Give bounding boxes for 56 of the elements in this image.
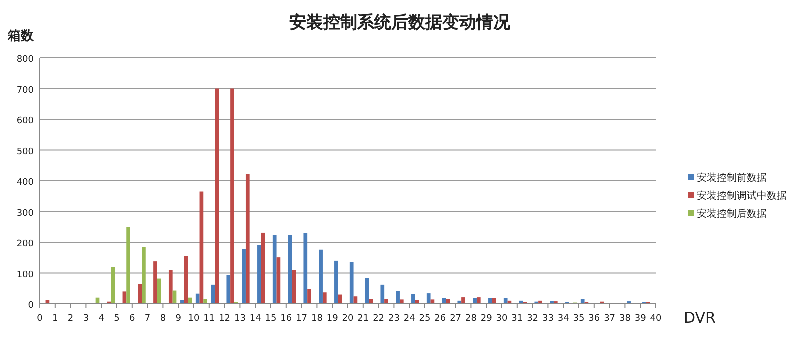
x-tick-label: 36 xyxy=(588,314,600,324)
x-tick-label: 9 xyxy=(176,314,182,324)
x-tick-label: 24 xyxy=(404,314,416,324)
x-tick-label: 15 xyxy=(265,314,277,324)
x-tick-label: 37 xyxy=(604,314,616,324)
x-tick-label: 17 xyxy=(296,314,308,324)
x-tick-label: 20 xyxy=(342,314,354,324)
x-tick-label: 21 xyxy=(358,314,370,324)
x-tick-label: 14 xyxy=(250,314,262,324)
x-tick-label: 29 xyxy=(480,314,493,324)
x-tick-label: 39 xyxy=(634,314,647,324)
x-tick-label: 23 xyxy=(388,314,400,324)
y-tick-label: 300 xyxy=(16,208,34,219)
x-tick-label: 30 xyxy=(496,314,508,324)
y-tick-label: 0 xyxy=(28,301,34,311)
x-tick-label: 10 xyxy=(188,314,200,324)
x-tick-label: 22 xyxy=(373,314,385,324)
y-tick-label: 800 xyxy=(16,55,34,65)
x-tick-label: 32 xyxy=(527,314,539,324)
y-tick-label: 100 xyxy=(16,270,34,280)
x-tick-label: 31 xyxy=(512,314,524,324)
x-tick-label: 5 xyxy=(114,314,120,324)
x-axis-title: DVR xyxy=(684,309,716,327)
x-tick-label: 1 xyxy=(52,314,58,324)
x-tick-label: 27 xyxy=(450,314,462,324)
legend-label: 安装控制后数据 xyxy=(697,208,767,220)
x-tick-label: 19 xyxy=(326,314,339,324)
x-tick-label: 7 xyxy=(144,314,151,324)
x-tick-label: 34 xyxy=(558,314,570,324)
x-tick-label: 12 xyxy=(219,314,231,324)
y-axis-title: 箱数 xyxy=(7,29,35,44)
x-tick-label: 28 xyxy=(465,314,478,324)
x-tick-label: 33 xyxy=(542,314,554,324)
x-tick-label: 0 xyxy=(37,314,44,324)
legend-label: 安装控制调试中数据 xyxy=(697,190,787,202)
x-tick-label: 3 xyxy=(83,314,90,324)
chart-title: 安装控制系统后数据变动情况 xyxy=(290,13,512,33)
x-tick-label: 35 xyxy=(573,314,585,324)
y-tick-label: 700 xyxy=(16,86,34,96)
x-tick-label: 11 xyxy=(204,314,216,324)
y-tick-label: 500 xyxy=(16,147,34,158)
x-tick-label: 38 xyxy=(619,314,632,324)
x-tick-label: 4 xyxy=(98,314,105,324)
x-tick-label: 13 xyxy=(234,314,246,324)
x-tick-label: 8 xyxy=(160,314,166,324)
x-tick-label: 18 xyxy=(311,314,324,324)
legend-label: 安装控制前数据 xyxy=(697,172,767,184)
x-tick-label: 25 xyxy=(419,314,431,324)
y-tick-label: 600 xyxy=(16,116,34,126)
x-tick-label: 40 xyxy=(650,314,662,324)
y-tick-label: 200 xyxy=(16,240,34,250)
x-tick-label: 26 xyxy=(434,314,446,324)
x-tick-label: 16 xyxy=(280,314,292,324)
x-tick-label: 6 xyxy=(130,314,136,324)
x-tick-label: 2 xyxy=(68,314,74,324)
y-tick-label: 400 xyxy=(16,178,34,188)
